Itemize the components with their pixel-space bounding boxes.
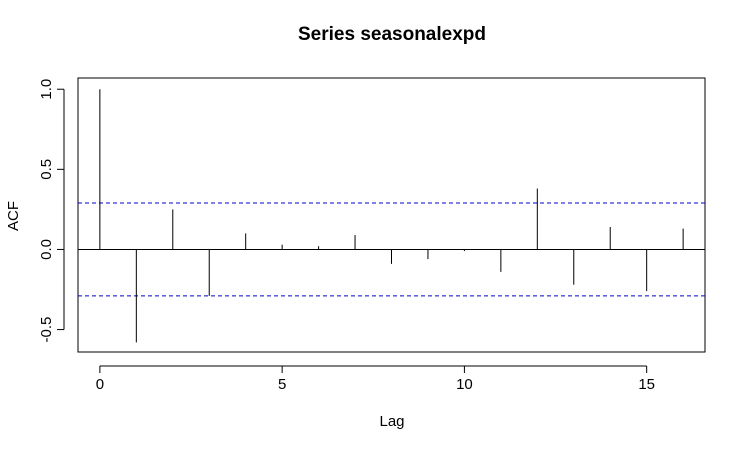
x-tick-label: 10 [456,376,473,393]
x-tick-label: 15 [638,376,655,393]
x-axis-label: Lag [379,413,404,430]
y-axis-label: ACF [5,201,22,231]
plot-frame [77,77,706,353]
x-tick-label: 0 [96,376,104,393]
axes: 0 5 10 15 -0.5 0.0 0.5 1.0 [38,79,655,393]
y-tick-label: 0.0 [38,239,55,260]
y-tick-label: 1.0 [38,79,55,100]
chart-title: Series seasonalexpd [298,24,486,45]
acf-marks [78,89,705,343]
y-tick-label: 0.5 [38,159,55,180]
x-tick-label: 5 [278,376,286,393]
y-tick-label: -0.5 [38,317,55,343]
